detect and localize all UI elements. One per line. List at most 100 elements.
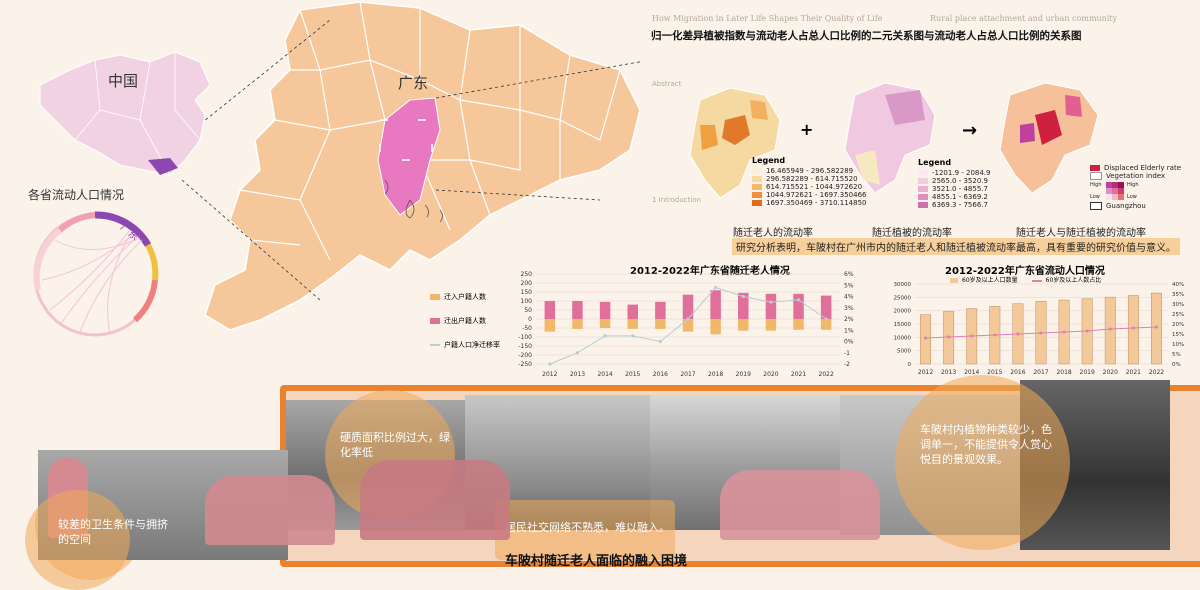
chart1-bar-inbound [710, 319, 721, 335]
callout-social: 居民社交网络不熟悉，难以融入。 [505, 521, 670, 534]
legend3-high: High [1090, 182, 1102, 188]
chart1-legend-inbound: 迁入户籍人数 [444, 293, 486, 301]
chart1-rate-point [603, 334, 607, 338]
chart2-xtick: 2014 [964, 369, 979, 376]
bg-abstract: Abstract [652, 80, 682, 88]
chart1-ytick: -150 [518, 343, 532, 350]
chart1-bar-inbound [599, 319, 611, 328]
chart1-y2tick: 0% [844, 339, 854, 346]
bg-introduction: 1 Introduction [652, 196, 702, 204]
callout-hard-surface: 硬质面积比例过大，绿化率低 [340, 431, 450, 459]
chart1-bar-inbound [738, 319, 749, 331]
circle-left [25, 490, 130, 590]
chart1-ytick: 100 [521, 298, 533, 305]
chart1-ytick: 0 [528, 316, 532, 323]
chart2-xtick: 2020 [1103, 369, 1118, 376]
legend2-item: 3521.0 - 4855.7 [932, 185, 988, 193]
chart2-ratio-point [1062, 330, 1066, 334]
people-right [720, 470, 880, 540]
chart2-xtick: 2017 [1033, 369, 1048, 376]
chart2-ytick: 15000 [894, 322, 912, 328]
legend3-item: Displaced Elderly rate [1104, 164, 1182, 172]
chart1-xtick: 2013 [570, 371, 585, 378]
chart2-legend-ratio: 60岁及以上人数占比 [1045, 277, 1102, 284]
legend2-item: -1201.9 - 2084.9 [932, 169, 991, 177]
legend3-low2: Low [1127, 194, 1137, 200]
chart1-ytick: 50 [524, 307, 532, 314]
guangdong-label: 广东 [398, 74, 429, 92]
chart2-xtick: 2021 [1126, 369, 1141, 376]
legend3-low: Low [1090, 194, 1100, 200]
chart1-bar-outbound [544, 301, 556, 319]
chart1-xtick: 2012 [542, 371, 557, 378]
chart1-bar-outbound [682, 294, 694, 319]
people-center [205, 475, 335, 545]
chart1-xtick: 2014 [597, 371, 612, 378]
map-caption-1: 随迁老人的流动率 [733, 228, 813, 239]
chart2-ytick: 5000 [897, 349, 911, 355]
chart2-y2tick: 40% [1172, 282, 1184, 288]
focus-frame [379, 119, 433, 161]
chart1-y2tick: 6% [844, 271, 854, 278]
conclusion: 研究分析表明，车陂村在广州市内的随迁老人和随迁植被流动率最高，具有重要的研究价值… [732, 238, 1180, 255]
bg-paper2-title: Rural place attachment and urban communi… [930, 14, 1118, 23]
legend3: Displaced Elderly rate Vegetation index … [1090, 164, 1181, 210]
chart2-xtick: 2022 [1149, 369, 1164, 376]
chart2-xtick: 2018 [1056, 369, 1071, 376]
chart2-ratio-point [1131, 326, 1135, 330]
chart1-y2tick: 2% [844, 316, 854, 323]
chart1-xtick: 2018 [708, 371, 723, 378]
chart1-legend-outbound: 迁出户籍人数 [444, 317, 486, 325]
chart1-bar-inbound [682, 319, 694, 332]
chart2-bar [1151, 292, 1162, 365]
legend1-item: 1044.972621 - 1697.350466 [766, 191, 867, 199]
chart2-bar [1127, 295, 1139, 365]
chart1-rate-point [575, 351, 580, 355]
chart1-ytick: 250 [521, 271, 533, 278]
chart1-bar-outbound [655, 301, 666, 319]
chart1-y2tick: 3% [844, 305, 854, 312]
legend3-guangzhou: Guangzhou [1106, 202, 1146, 210]
chart2-y2tick: 20% [1172, 322, 1184, 328]
chart2-ratio-point [924, 336, 928, 340]
chart1-rate-point [686, 317, 690, 321]
chord-diagram: 广东 [33, 211, 159, 337]
legend3-high2: High [1127, 182, 1139, 188]
legend2: Legend -1201.9 - 2084.9 2565.0 - 3520.9 … [918, 158, 991, 209]
chart2-y2tick: 30% [1172, 302, 1184, 308]
chart2-ytick: 25000 [894, 295, 912, 301]
chart1-bar-outbound [738, 292, 749, 319]
chart2-y2tick: 25% [1172, 312, 1184, 318]
chart2-ratio-point [970, 334, 974, 338]
arrow-sign: → [962, 120, 978, 141]
people-mid [360, 460, 510, 540]
chart2-bar [1104, 296, 1116, 365]
bivariate-grid [1106, 182, 1124, 200]
chart1-xtick: 2015 [625, 371, 640, 378]
chart1-bar-outbound [710, 290, 721, 319]
chart1-bar-inbound [765, 319, 777, 331]
chart2-y2tick: 15% [1172, 332, 1184, 338]
chart1-rate-point [631, 334, 635, 338]
chart2-ratio-point [993, 333, 997, 337]
chord-title: 各省流动人口情况 [28, 188, 125, 202]
chart1-rate-point [658, 339, 662, 344]
chart1-bar-inbound [820, 319, 832, 330]
chart2-ratio-point [1154, 325, 1158, 329]
chart2-ratio-point [1016, 332, 1020, 336]
map-caption-2: 随迁植被的流动率 [872, 228, 952, 239]
legend3-item: Vegetation index [1106, 172, 1166, 180]
chart1-ytick: -50 [522, 325, 532, 332]
chart2-y2tick: 10% [1172, 342, 1184, 348]
chart1-legend: 迁入户籍人数 迁出户籍人数 户籍人口净迁移率 [430, 292, 500, 350]
map-elderly [689, 87, 781, 199]
chart1-bar-outbound [793, 293, 804, 319]
chart2-ratio-point [1085, 329, 1089, 333]
chart1-ytick: -200 [518, 352, 532, 359]
legend1-item: 16.465949 - 296.582289 [766, 167, 854, 175]
chart1-xtick: 2017 [680, 371, 695, 378]
bottom-title: 车陂村随迁老人面临的融入困境 [505, 554, 688, 569]
chart2-xtick: 2016 [1010, 369, 1025, 376]
chart1-bar-inbound [572, 319, 583, 329]
legend1: Legend 16.465949 - 296.582289 296.582289… [752, 156, 867, 207]
